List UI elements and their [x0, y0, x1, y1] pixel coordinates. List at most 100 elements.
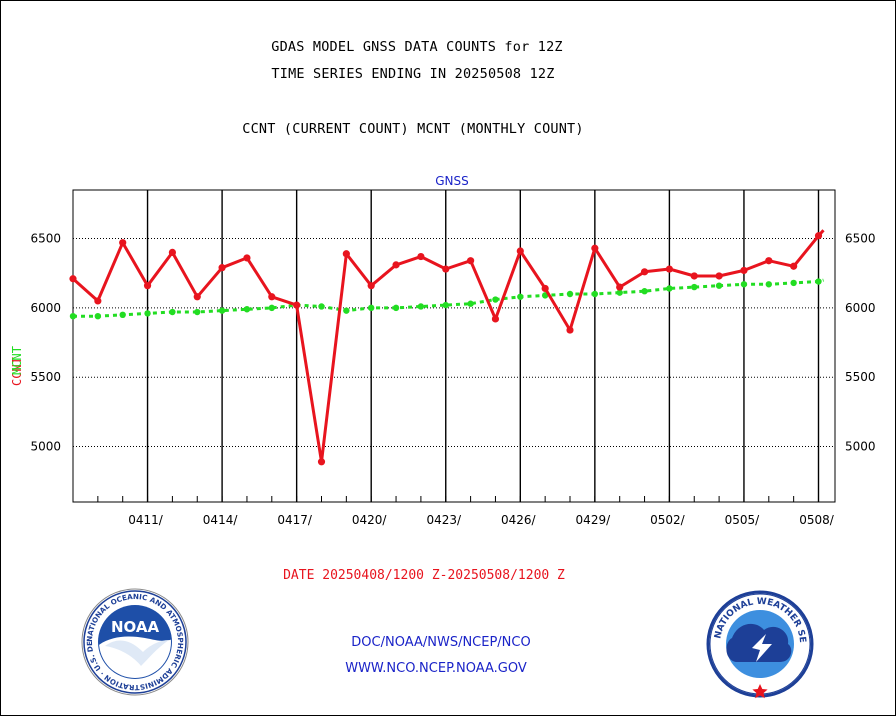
ccnt-point	[119, 239, 127, 247]
date-range-label: DATE 20250408/1200 Z-20250508/1200 Z	[283, 568, 565, 583]
ccnt-point	[740, 266, 748, 275]
ccnt-point	[218, 264, 226, 272]
ccnt-point	[417, 252, 425, 261]
ccnt-point	[814, 232, 823, 240]
y-tick-label-left: 6000	[30, 301, 61, 315]
mcnt-point	[517, 293, 524, 300]
ccnt-point	[392, 261, 400, 269]
x-tick-label: 0411/	[128, 513, 164, 527]
y-tick-label-left: 5500	[30, 370, 61, 384]
ccnt-point	[690, 272, 698, 280]
ccnt-point	[243, 254, 251, 262]
ccnt-point	[491, 315, 500, 323]
plot-frame	[72, 189, 836, 503]
y-label-ccnt: CCNT	[10, 357, 24, 386]
mcnt-point	[69, 312, 77, 320]
mcnt-point	[417, 303, 425, 310]
mcnt-point	[94, 312, 102, 320]
mcnt-point	[815, 278, 822, 285]
chart-subtitle: CCNT (CURRENT COUNT) MCNT (MONTHLY COUNT…	[242, 121, 583, 137]
ccnt-point	[790, 262, 798, 270]
mcnt-point	[616, 289, 623, 296]
ccnt-point	[715, 272, 723, 280]
x-tick-label: 0417/	[277, 513, 313, 527]
x-tick-label: 0502/	[650, 513, 686, 527]
series-mcnt	[69, 278, 824, 320]
ccnt-point	[367, 282, 375, 290]
mcnt-point	[691, 283, 698, 291]
mcnt-point	[268, 304, 275, 312]
ccnt-point	[640, 268, 649, 276]
y-tick-label-right: 5000	[845, 440, 876, 454]
mcnt-point	[194, 308, 201, 316]
website-text: WWW.NCO.NCEP.NOAA.GOV	[345, 661, 527, 676]
ccnt-point	[591, 244, 599, 252]
mcnt-point	[765, 281, 772, 288]
x-tick-label: 0429/	[576, 513, 612, 527]
plot-grid	[72, 189, 836, 503]
x-tick-label: 0423/	[426, 513, 462, 527]
x-tick-label: 0420/	[352, 513, 388, 527]
mcnt-point	[467, 300, 474, 307]
ccnt-point	[566, 326, 574, 334]
ccnt-point	[69, 275, 77, 283]
y-tick-label-left: 5000	[30, 440, 61, 454]
ccnt-point	[541, 284, 549, 293]
mcnt-point	[790, 279, 797, 287]
x-tick-label: 0505/	[725, 513, 761, 527]
ccnt-point	[143, 282, 152, 290]
noaa-logo: NATIONAL OCEANIC AND ATMOSPHERIC ADMINIS…	[81, 588, 189, 696]
mcnt-point	[169, 308, 176, 316]
chart-title: GNSS	[435, 174, 469, 188]
mcnt-point	[119, 311, 126, 318]
mcnt-point	[144, 310, 151, 317]
series-line-mcnt	[73, 278, 824, 318]
ccnt-point	[293, 301, 301, 309]
ccnt-point	[94, 297, 102, 305]
mcnt-point	[442, 301, 449, 309]
ccnt-point	[442, 265, 450, 273]
org-path-text: DOC/NOAA/NWS/NCEP/NCO	[351, 635, 530, 650]
mcnt-point	[218, 307, 226, 314]
x-tick-label: 0414/	[203, 513, 239, 527]
ccnt-point	[317, 458, 326, 466]
noaa-label: NOAA	[111, 618, 160, 636]
mcnt-point	[740, 281, 748, 288]
ccnt-point	[193, 293, 201, 301]
title-line-1: GDAS MODEL GNSS DATA COUNTS for 12Z	[271, 39, 562, 55]
series-line-ccnt	[71, 229, 825, 464]
mcnt-point	[492, 296, 499, 303]
mcnt-point	[343, 307, 350, 314]
mcnt-point	[715, 282, 723, 289]
star-icon	[752, 684, 768, 699]
ccnt-point	[665, 265, 674, 273]
title-line-2: TIME SERIES ENDING IN 20250508 12Z	[271, 66, 554, 82]
mcnt-point	[392, 304, 400, 312]
series-ccnt	[69, 229, 825, 466]
mcnt-point	[641, 288, 648, 295]
axis-ticks: 5000 5000 5500 5500 6000 6000 6500 6500 0411/041…	[30, 232, 875, 527]
mcnt-point	[243, 306, 251, 313]
mcnt-point	[368, 304, 375, 312]
ccnt-point	[616, 283, 624, 291]
mcnt-point	[318, 303, 325, 310]
ccnt-point	[168, 248, 176, 256]
ccnt-point	[342, 250, 350, 258]
ccnt-point	[467, 257, 475, 265]
y-tick-label-right: 5500	[845, 370, 876, 384]
x-tick-label: 0426/	[501, 513, 537, 527]
mcnt-point	[566, 290, 574, 298]
nws-logo: NATIONAL WEATHER SERVICE	[706, 590, 814, 699]
y-tick-label-right: 6500	[845, 232, 876, 246]
y-tick-label-right: 6000	[845, 301, 876, 315]
x-tick-label: 0508/	[799, 513, 835, 527]
y-tick-label-left: 6500	[30, 232, 61, 246]
mcnt-point	[666, 285, 673, 292]
ccnt-point	[765, 257, 773, 265]
ccnt-point	[516, 247, 524, 255]
mcnt-point	[591, 290, 599, 298]
y-label-mcnt: MCNT	[10, 346, 24, 375]
ccnt-point	[268, 293, 276, 301]
